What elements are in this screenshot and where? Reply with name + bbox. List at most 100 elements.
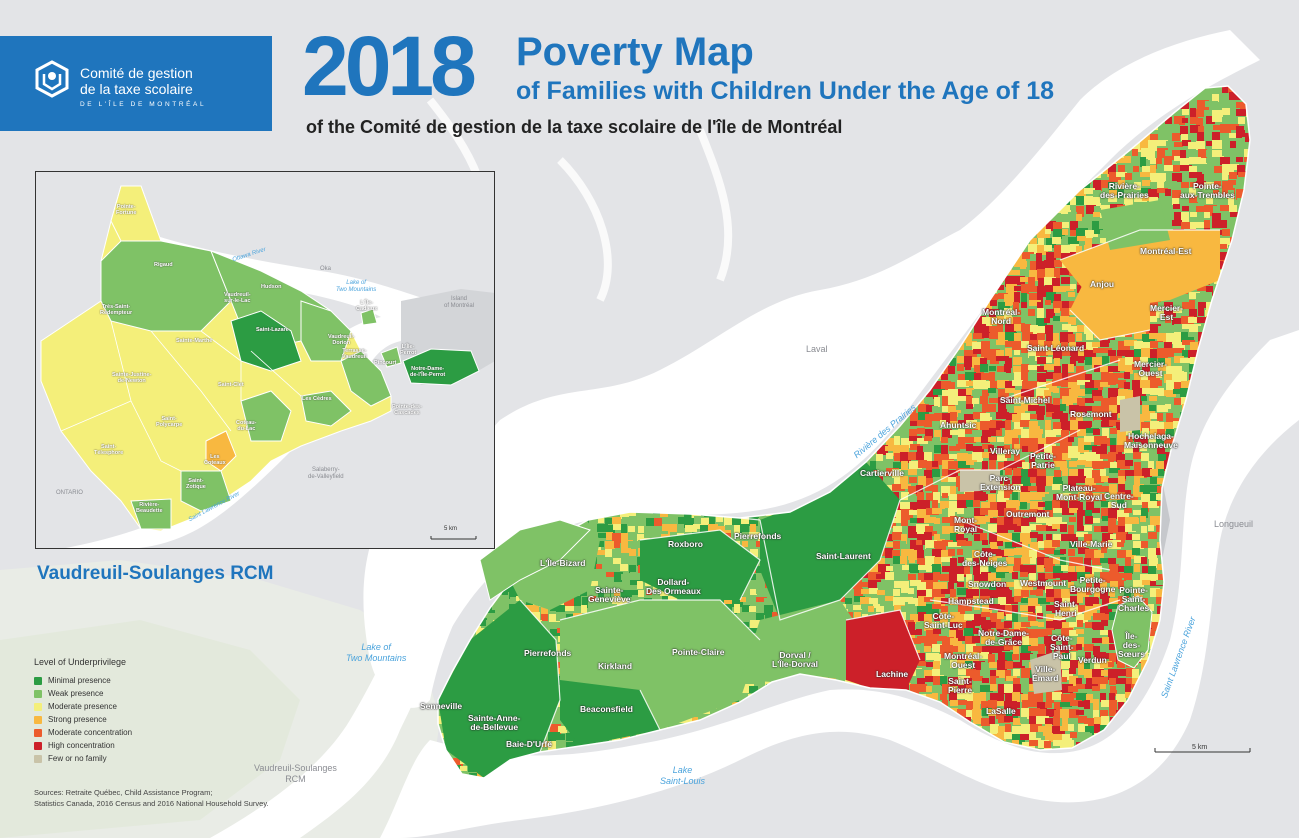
census-block [772,172,779,183]
census-block [996,148,1008,155]
census-block [901,461,908,472]
census-block [950,412,957,422]
census-block [654,358,664,365]
census-block [677,182,685,187]
census-block [1037,366,1047,372]
census-block [997,454,1007,461]
census-block [950,421,961,428]
census-block [1068,382,1080,391]
census-block [580,165,587,174]
census-block [613,301,624,309]
census-block [660,213,668,218]
census-block [901,445,909,454]
census-block [550,140,562,147]
census-block [916,220,924,229]
census-block [748,269,754,280]
census-block [981,326,992,333]
census-block [541,294,552,302]
census-block [1236,102,1248,109]
census-block [709,197,719,203]
census-block [894,453,903,461]
census-block [1046,333,1054,341]
census-block [1206,141,1213,146]
census-block [668,270,674,279]
census-block [942,406,948,412]
census-block [1174,332,1184,342]
census-block [925,189,938,196]
census-block [918,404,929,414]
census-block [670,261,682,272]
census-block [932,198,940,203]
census-block [942,180,954,191]
census-block [517,348,523,356]
census-block [564,342,572,350]
census-block [934,133,947,144]
census-block [542,252,551,257]
census-block [1213,380,1223,386]
census-block [1085,357,1095,367]
census-block [660,348,666,359]
census-block [1221,133,1229,144]
census-block [948,396,958,405]
census-block [1085,461,1098,467]
census-block [1036,318,1047,327]
census-block [1246,294,1250,305]
census-block [653,293,666,300]
census-block [846,244,852,255]
census-block [638,316,644,321]
census-block [532,332,538,341]
census-block [1102,188,1109,193]
census-block [1173,110,1183,120]
census-block [997,141,1005,146]
census-block [668,230,681,241]
census-block [1076,189,1086,197]
census-block [580,326,590,337]
census-block [860,238,873,247]
census-block [766,140,775,149]
census-block [1148,140,1157,151]
census-block [685,270,698,278]
census-block [950,198,963,205]
census-block [1004,364,1011,373]
census-block [1246,262,1250,272]
census-block [1070,244,1079,253]
census-block [894,148,905,158]
census-block [748,141,757,151]
census-block [1110,462,1121,469]
census-block [1085,388,1098,394]
census-block [652,180,665,188]
census-block [638,205,645,215]
census-block [526,141,536,147]
census-block [1173,204,1180,209]
census-block [558,340,571,348]
census-block [750,180,758,191]
census-block [548,260,555,271]
census-block [622,268,631,275]
census-block [1172,182,1183,191]
census-block [861,173,871,180]
census-block [438,156,448,161]
census-block [628,301,638,308]
census-block [1238,334,1247,344]
census-block [998,109,1006,114]
census-block [732,180,739,186]
census-block [788,190,799,196]
census-block [564,180,572,190]
census-block [1156,422,1168,430]
census-block [894,221,907,232]
census-block [654,229,662,237]
census-block [476,92,483,98]
census-block [1070,230,1080,236]
census-block [868,238,877,246]
census-block [485,149,492,155]
census-block [637,356,645,362]
census-block [1110,438,1116,449]
census-block [1141,134,1151,141]
census-block [533,140,543,145]
census-block [686,156,699,163]
census-block [732,302,745,307]
census-block [812,253,822,262]
census-block [1238,141,1244,150]
census-block [1236,356,1246,363]
